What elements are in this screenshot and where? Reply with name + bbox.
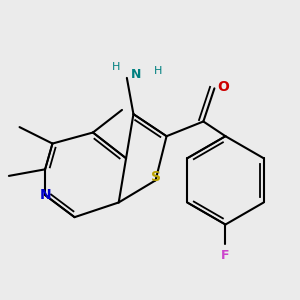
Text: S: S: [151, 170, 160, 184]
Text: N: N: [131, 68, 141, 81]
Text: H: H: [112, 62, 120, 72]
Text: H: H: [154, 65, 162, 76]
Text: F: F: [221, 249, 230, 262]
Text: O: O: [218, 80, 230, 94]
Text: N: N: [39, 188, 51, 202]
